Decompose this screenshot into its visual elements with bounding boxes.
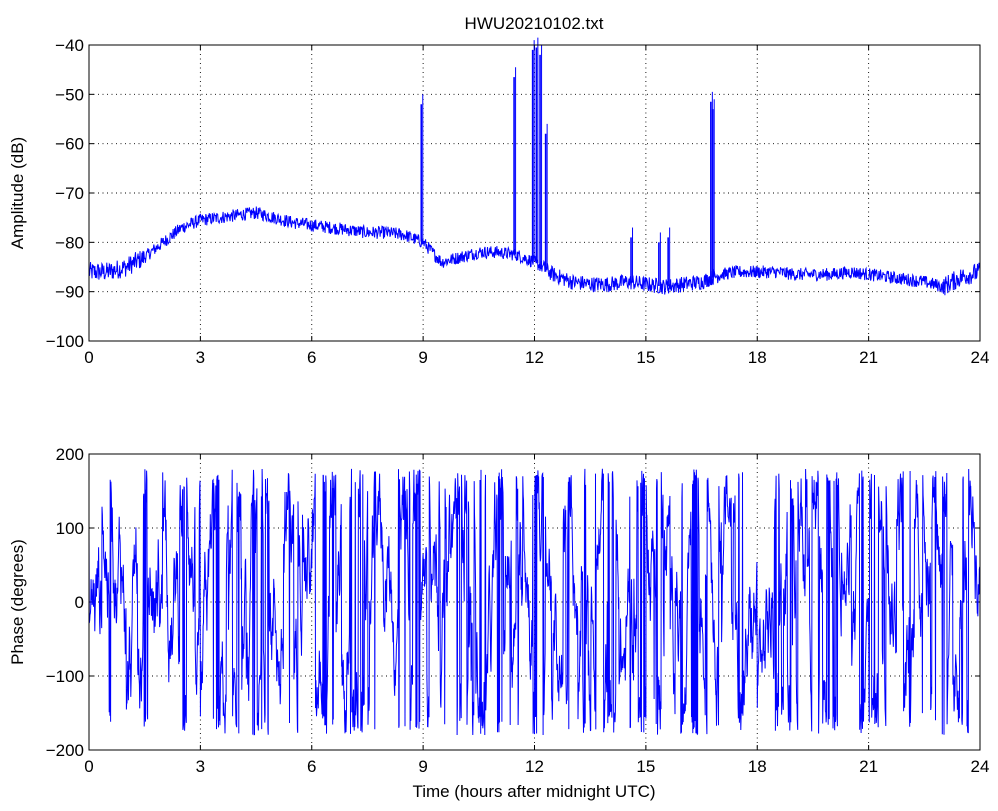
- x-tick-label: 12: [525, 348, 544, 367]
- x-tick-label: 21: [859, 348, 878, 367]
- phase-y-axis-title: Phase (degrees): [8, 539, 27, 665]
- x-tick-label: 6: [307, 348, 316, 367]
- amplitude-chart: HWU20210102.txt −100 −90 −80 −70 −60 −50 −40 0…: [8, 14, 989, 367]
- x-tick-label: 3: [196, 757, 205, 776]
- y-tick-label: −100: [46, 332, 84, 351]
- y-tick-label: −40: [55, 36, 84, 55]
- amplitude-axes-frame: [88, 44, 981, 342]
- x-tick-label: 6: [307, 757, 316, 776]
- y-tick-label: −50: [55, 85, 84, 104]
- x-tick-label: 15: [636, 757, 655, 776]
- y-tick-label: 0: [75, 593, 84, 612]
- x-tick-label: 12: [525, 757, 544, 776]
- amplitude-chart-title: HWU20210102.txt: [465, 14, 604, 33]
- amplitude-y-tick-labels: −100 −90 −80 −70 −60 −50 −40: [46, 36, 980, 351]
- x-tick-label: 18: [748, 757, 767, 776]
- phase-axes-frame: [88, 453, 981, 751]
- x-tick-label: 0: [84, 757, 93, 776]
- amplitude-x-tick-labels: 0 3 6 9 12 15 18 21 24: [84, 45, 989, 367]
- phase-chart: −200 −100 0 100 200 0 3 6 9 12 15 18 21 24 Phase (de…: [8, 445, 989, 801]
- x-tick-label: 9: [418, 757, 427, 776]
- y-tick-label: −90: [55, 283, 84, 302]
- amplitude-y-axis-title: Amplitude (dB): [8, 137, 27, 249]
- phase-x-axis-title: Time (hours after midnight UTC): [412, 782, 655, 801]
- phase-x-tick-labels: 0 3 6 9 12 15 18 21 24: [84, 454, 989, 776]
- x-tick-label: 18: [748, 348, 767, 367]
- x-tick-label: 3: [196, 348, 205, 367]
- phase-series-line: [88, 468, 981, 736]
- x-tick-label: 24: [971, 348, 990, 367]
- x-tick-label: 9: [418, 348, 427, 367]
- y-tick-label: −200: [46, 741, 84, 760]
- y-tick-label: 100: [56, 519, 84, 538]
- y-tick-label: −100: [46, 667, 84, 686]
- x-tick-label: 15: [636, 348, 655, 367]
- y-tick-label: 200: [56, 445, 84, 464]
- y-tick-label: −60: [55, 135, 84, 154]
- x-tick-label: 0: [84, 348, 93, 367]
- y-tick-label: −80: [55, 233, 84, 252]
- x-tick-label: 24: [971, 757, 990, 776]
- phase-y-tick-labels: −200 −100 0 100 200: [46, 445, 980, 760]
- x-tick-label: 21: [859, 757, 878, 776]
- y-tick-label: −70: [55, 184, 84, 203]
- amplitude-spikes: [420, 37, 715, 287]
